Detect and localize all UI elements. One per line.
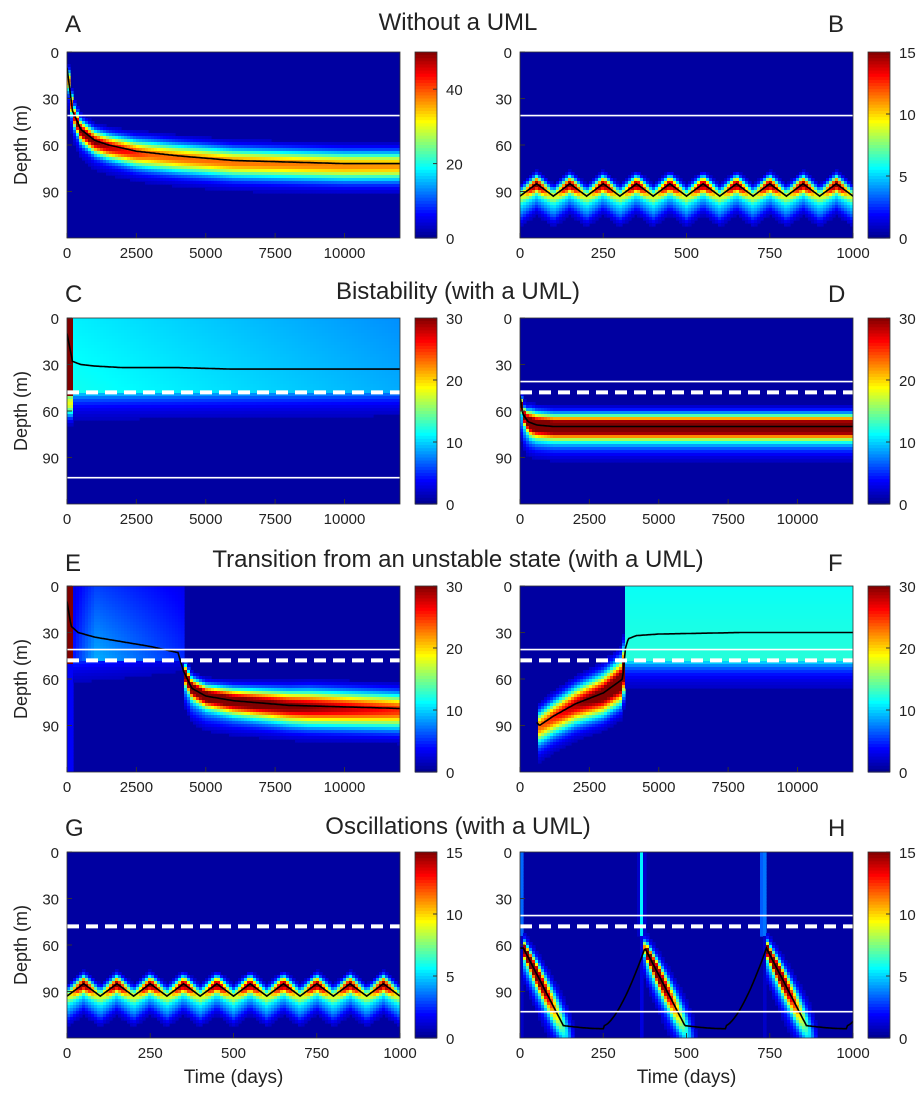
y-tick-label: 60 [495, 138, 512, 155]
x-tick-label: 10000 [324, 245, 366, 262]
y-tick-label: 30 [42, 92, 59, 109]
x-tick-label: 2500 [120, 245, 153, 262]
x-tick-label: 250 [591, 245, 616, 262]
colorbar: 0 5 10 15 [868, 45, 916, 248]
y-tick-label: 30 [495, 92, 512, 109]
panel-letter: B [828, 11, 844, 38]
heatmap-field [520, 52, 854, 238]
y-tick-label: 0 [504, 45, 512, 62]
x-tick-label: 500 [674, 245, 699, 262]
x-tick-label: 0 [63, 245, 71, 262]
panel-b: B 0 30 60 90 0 250 500 750 1000 0 5 10 15 [495, 11, 915, 262]
colorbar-tick-label: 0 [899, 231, 907, 248]
colorbar-tick-label: 0 [446, 231, 454, 248]
row-title: Oscillations (with a UML) [325, 813, 590, 840]
colorbar-tick-label: 5 [899, 169, 907, 186]
x-tick-label: 750 [757, 245, 782, 262]
y-axis-label: Depth (m) [11, 105, 31, 185]
y-tick-label: 90 [42, 185, 59, 202]
panel-letter: A [65, 11, 81, 38]
row-title: Transition from an unstable state (with … [212, 546, 703, 573]
x-tick-label: 1000 [836, 245, 869, 262]
panel-letter: C [65, 281, 82, 308]
heatmap-field [67, 318, 401, 504]
x-tick-label: 0 [516, 245, 524, 262]
row-title: Without a UML [379, 9, 538, 36]
heatmap-cell [70, 423, 74, 427]
colorbar-tick-label: 20 [446, 157, 463, 174]
y-tick-label: 90 [495, 185, 512, 202]
colorbar: 0 20 40 [415, 52, 463, 248]
y-tick-label: 60 [42, 138, 59, 155]
x-tick-label: 7500 [258, 245, 291, 262]
colorbar-tick-label: 10 [899, 107, 916, 124]
x-tick-label: 5000 [189, 245, 222, 262]
y-tick-label: 0 [51, 45, 59, 62]
colorbar-tick-label: 15 [899, 45, 916, 62]
colorbar-tick-label: 40 [446, 82, 463, 99]
heatmap-field [67, 52, 401, 238]
row-title: Bistability (with a UML) [336, 278, 580, 305]
